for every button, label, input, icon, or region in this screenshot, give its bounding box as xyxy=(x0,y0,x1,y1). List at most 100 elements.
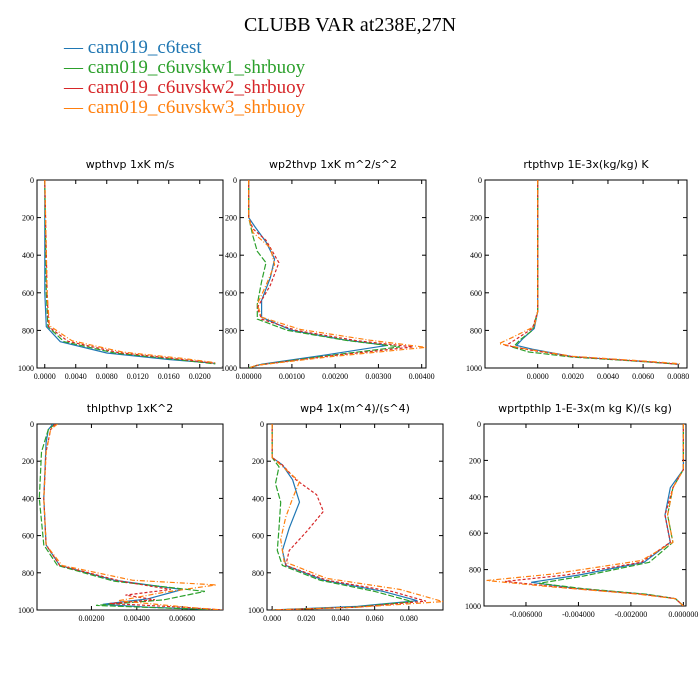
y-tick-label: 1000 xyxy=(465,602,481,611)
plot-frame xyxy=(36,179,224,369)
y-tick-label: 400 xyxy=(22,251,34,260)
y-tick-label: 0 xyxy=(477,420,481,429)
series-line-3 xyxy=(248,180,414,368)
legend: — cam019_c6test — cam019_c6uvskw1_shrbuo… xyxy=(64,38,305,118)
y-tick-label: 600 xyxy=(22,532,34,541)
series-line-1 xyxy=(271,424,418,610)
y-tick-label: 400 xyxy=(470,251,482,260)
chart-title: CLUBB VAR at238E,27N xyxy=(243,14,457,36)
series-line-3 xyxy=(271,424,427,610)
x-tick-label: 0.0080 xyxy=(96,372,118,381)
plot-frame xyxy=(266,423,444,611)
legend-item-uvskw3: — cam019_c6uvskw3_shrbuoy xyxy=(64,98,305,118)
series-line-1 xyxy=(43,424,223,610)
panel-title: wp4 1x(m^4)/(s^4) xyxy=(300,402,410,415)
y-tick-label: 1000 xyxy=(18,364,34,373)
y-tick-label: 0 xyxy=(30,176,34,185)
x-tick-label: 0.060 xyxy=(366,614,384,623)
y-tick-label: 1000 xyxy=(221,364,237,373)
y-tick-label: 400 xyxy=(225,251,237,260)
x-tick-label: 0.00200 xyxy=(322,372,348,381)
legend-dash: — xyxy=(64,77,83,98)
x-tick-label: 0.00200 xyxy=(78,614,104,623)
y-tick-label: 200 xyxy=(469,456,481,465)
x-tick-label: 0.000000 xyxy=(668,610,698,619)
series-line-2 xyxy=(38,424,223,610)
y-tick-label: 1000 xyxy=(18,606,34,615)
x-tick-label: -0.002000 xyxy=(615,610,648,619)
series-line-4 xyxy=(497,180,682,365)
x-tick-label: 0.0020 xyxy=(562,372,584,381)
y-tick-label: 600 xyxy=(252,532,264,541)
y-tick-label: 0 xyxy=(478,176,482,185)
x-tick-label: 0.000 xyxy=(263,614,281,623)
y-tick-label: 200 xyxy=(22,457,34,466)
legend-label: cam019_c6uvskw2_shrbuoy xyxy=(87,77,306,98)
y-tick-label: 800 xyxy=(469,566,481,575)
legend-item-uvskw1: — cam019_c6uvskw1_shrbuoy xyxy=(64,58,305,78)
x-tick-label: -0.006000 xyxy=(510,610,543,619)
y-tick-label: 1000 xyxy=(466,364,482,373)
x-tick-label: 0.00000 xyxy=(236,372,262,381)
panel-6: wprtpthlp 1-E-3x(m kg K)/(s kg) 0 200 400 60… xyxy=(465,402,698,619)
series-line-1 xyxy=(531,424,685,606)
panel-title: thlpthvp 1xK^2 xyxy=(87,402,174,415)
series-line-2 xyxy=(248,180,401,368)
series-line-3 xyxy=(504,424,685,606)
x-tick-label: 0.0040 xyxy=(597,372,619,381)
y-tick-label: 600 xyxy=(225,289,237,298)
panel-2: wp2thvp 1xK m^2/s^2020040060080010000.00… xyxy=(221,158,435,381)
series-line-3 xyxy=(44,180,216,364)
plot-frame xyxy=(484,179,688,369)
x-tick-label: 0.0000 xyxy=(527,372,549,381)
series-line-1 xyxy=(44,180,216,364)
y-tick-label: 600 xyxy=(470,289,482,298)
legend-item-c6test: — cam019_c6test xyxy=(64,38,305,58)
y-tick-label: 200 xyxy=(252,457,264,466)
y-tick-label: 200 xyxy=(225,214,237,223)
panel-title: wp2thvp 1xK m^2/s^2 xyxy=(269,158,397,171)
y-tick-label: 1000 xyxy=(248,606,264,615)
x-tick-label: 0.0160 xyxy=(158,372,180,381)
series-line-3 xyxy=(504,180,679,365)
panel-4: thlpthvp 1xK^2 0 200 400 600 800 1000 0.00200 0.… xyxy=(18,402,224,623)
legend-label: cam019_c6uvskw3_shrbuoy xyxy=(87,97,306,118)
y-tick-label: 800 xyxy=(225,326,237,335)
x-tick-label: -0.004000 xyxy=(562,610,595,619)
series-line-2 xyxy=(539,424,685,606)
y-tick-label: 0 xyxy=(260,420,264,429)
legend-item-uvskw2: — cam019_c6uvskw2_shrbuoy xyxy=(64,78,305,98)
plot-frame xyxy=(36,423,224,611)
panel-title: wprtpthlp 1-E-3x(m kg K)/(s kg) xyxy=(498,402,672,415)
y-tick-label: 800 xyxy=(252,569,264,578)
legend-dash: — xyxy=(64,97,83,118)
series-line-4 xyxy=(44,180,216,364)
x-tick-label: 0.00400 xyxy=(124,614,150,623)
y-tick-label: 0 xyxy=(30,420,34,429)
plot-frame xyxy=(483,423,687,607)
x-tick-label: 0.020 xyxy=(297,614,315,623)
series-line-4 xyxy=(486,424,685,606)
y-tick-label: 600 xyxy=(22,289,34,298)
panel-title: wpthvp 1xK m/s xyxy=(86,158,175,171)
series-line-2 xyxy=(44,180,216,365)
y-tick-label: 800 xyxy=(470,326,482,335)
x-tick-label: 0.00100 xyxy=(279,372,305,381)
plot-frame xyxy=(239,179,427,369)
series-line-2 xyxy=(271,424,413,610)
series-line-4 xyxy=(248,180,426,368)
x-tick-label: 0.0080 xyxy=(667,372,689,381)
y-tick-label: 600 xyxy=(469,529,481,538)
legend-dash: — xyxy=(64,57,83,78)
panel-title: rtpthvp 1E-3x(kg/kg) K xyxy=(523,158,649,171)
series-line-4 xyxy=(271,424,443,610)
series-line-1 xyxy=(515,180,679,365)
x-tick-label: 0.0040 xyxy=(65,372,87,381)
y-tick-label: 400 xyxy=(252,494,264,503)
y-tick-label: 200 xyxy=(22,214,34,223)
x-tick-label: 0.0060 xyxy=(632,372,654,381)
x-tick-label: 0.040 xyxy=(331,614,349,623)
x-tick-label: 0.0120 xyxy=(127,372,149,381)
